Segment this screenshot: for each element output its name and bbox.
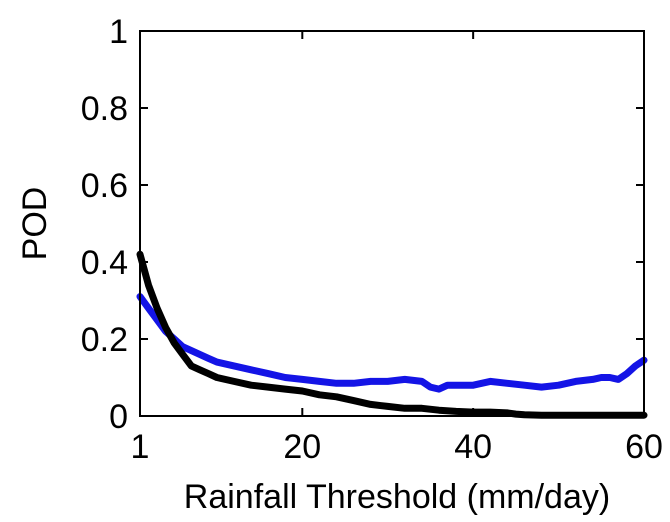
x-axis-label: Rainfall Threshold (mm/day) [184, 478, 610, 516]
y-tick-label: 1 [109, 13, 128, 51]
y-tick-label: 0.8 [81, 90, 128, 128]
x-tick-label: 40 [454, 428, 492, 466]
x-tick-label: 1 [131, 428, 150, 466]
plot-frame [139, 30, 645, 417]
ticks-layer: 1 20 40 60 0 0.2 0.4 0.6 0.8 1 [81, 13, 663, 466]
x-tick-label: 60 [625, 428, 663, 466]
y-axis-label: POD [16, 187, 54, 261]
series-line-1 [136, 293, 648, 393]
x-tick-label: 20 [283, 428, 321, 466]
y-tick-label: 0 [109, 398, 128, 436]
y-tick-label: 0.2 [81, 321, 128, 359]
y-tick-label: 0.6 [81, 167, 128, 205]
y-tick-label: 0.4 [81, 244, 128, 282]
